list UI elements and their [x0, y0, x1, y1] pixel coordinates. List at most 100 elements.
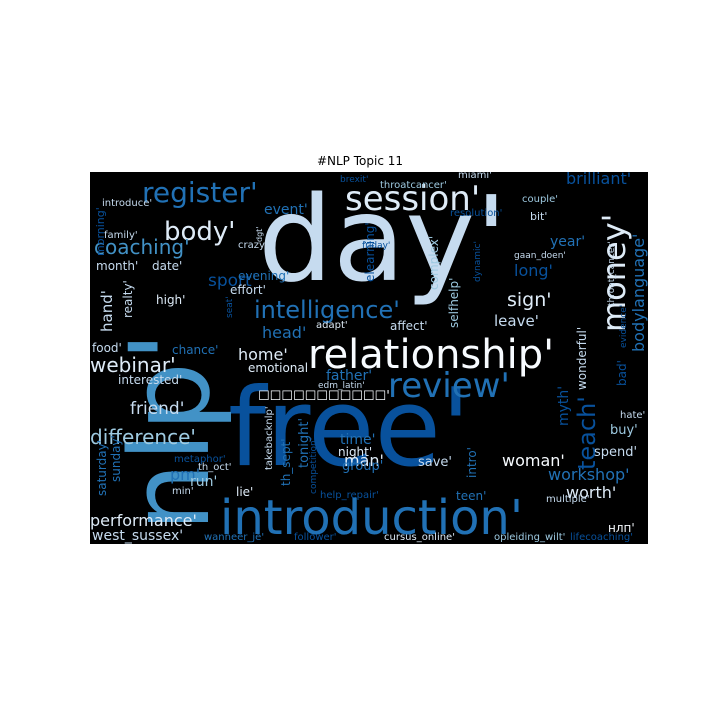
word-8: register'	[142, 176, 258, 209]
word-83: seat'	[225, 296, 235, 318]
word-47: elearning'	[363, 222, 377, 282]
word-55: emotional	[248, 361, 308, 375]
word-32: time'	[340, 432, 375, 448]
word-77: throatcancer'	[380, 180, 447, 191]
word-0: day'	[258, 172, 507, 308]
word-87: min'	[172, 486, 194, 497]
word-37: run'	[190, 474, 217, 490]
word-89: edm_latin'	[318, 381, 365, 391]
word-81: friday'	[362, 241, 390, 251]
word-64: high'	[156, 293, 185, 307]
word-76: gaan_doen'	[514, 251, 566, 261]
word-49: month'	[96, 259, 138, 273]
word-63: realty'	[121, 280, 135, 318]
word-72: bit'	[530, 210, 547, 223]
word-80: brexit'	[340, 175, 368, 185]
word-52: evening'	[238, 269, 289, 283]
word-4: relationship'	[308, 332, 554, 378]
word-57: intro'	[465, 447, 479, 478]
word-27: home'	[238, 345, 288, 364]
word-90: competition'	[309, 438, 319, 494]
word-94: evidence'	[619, 305, 629, 348]
word-51: effort'	[230, 283, 266, 297]
word-33: father'	[326, 368, 372, 384]
word-9: body'	[164, 217, 235, 247]
word-42: group'	[342, 459, 383, 474]
word-98: opleiding_wilt'	[494, 532, 565, 543]
word-93: multiple'	[546, 494, 590, 505]
word-85: th_oct'	[198, 462, 232, 473]
word-62: sunday'	[109, 435, 123, 482]
word-cloud-canvas: day'free'nlp'introduction'relationship's…	[90, 172, 648, 544]
word-19: friend'	[130, 399, 184, 419]
word-13: webinar'	[90, 353, 176, 377]
word-2: nlp'	[106, 332, 234, 532]
word-25: long'	[514, 261, 553, 280]
word-3: introduction'	[220, 490, 523, 544]
word-39: spend'	[594, 445, 637, 460]
word-66: lie'	[236, 485, 253, 499]
word-74: resolution'	[450, 208, 502, 219]
word-86: takebacknlp'	[264, 406, 275, 470]
word-1: free'	[228, 366, 471, 491]
word-56: affect'	[390, 319, 428, 333]
word-45: complex'	[427, 236, 441, 290]
word-65: morning'	[94, 207, 107, 256]
chart-title: #NLP Topic 11	[316, 154, 404, 168]
word-48: chance'	[172, 343, 218, 357]
word-69: introduce'	[102, 198, 152, 209]
word-26: head'	[262, 323, 306, 342]
word-38: buy'	[610, 423, 638, 438]
word-78: throat_cancer'	[607, 241, 617, 306]
word-95: wanneer_je'	[204, 532, 264, 543]
word-75: couple'	[522, 194, 558, 205]
word-79: miami'	[458, 172, 492, 181]
word-97: cursus_online'	[384, 532, 455, 543]
word-31: leave'	[494, 312, 539, 330]
word-24: pm'	[170, 465, 200, 484]
word-23: brilliant'	[566, 172, 631, 188]
word-96: follower'	[294, 532, 337, 543]
word-cloud: day' free' nlp' introduction' relationship' s…	[90, 172, 648, 544]
word-17: workshop'	[548, 465, 630, 484]
word-16: sport'	[208, 271, 256, 291]
word-82: dynamic'	[473, 241, 483, 282]
word-30: year'	[550, 234, 585, 250]
word-40: save'	[418, 455, 452, 470]
word-28: man'	[344, 451, 384, 470]
word-73: adapt'	[316, 320, 348, 331]
word-41: tonight'	[297, 418, 312, 468]
word-18: bodylanguage'	[629, 234, 648, 352]
word-70: family'	[104, 230, 138, 241]
word-12: coaching'	[94, 235, 190, 259]
word-71: crazy'	[238, 240, 268, 251]
word-68: ☐☐☐☐☐☐☐☐☐☐☐'	[258, 389, 390, 404]
word-84: dgt'	[255, 227, 264, 243]
word-29: event'	[264, 202, 308, 218]
word-21: performance'	[90, 511, 197, 530]
word-22: worth'	[566, 483, 616, 502]
word-92: hate'	[620, 410, 645, 421]
word-50: date'	[152, 259, 182, 273]
word-5: session'	[345, 179, 480, 219]
word-59: night'	[338, 445, 372, 459]
word-67: нлп'	[608, 521, 635, 535]
word-34: myth'	[556, 386, 572, 426]
word-10: intelligence'	[254, 296, 400, 324]
word-14: difference'	[90, 425, 196, 449]
word-60: th_sept'	[279, 438, 293, 486]
word-15: sign'	[507, 289, 552, 311]
word-7: review'	[388, 366, 510, 406]
word-58: teen'	[456, 489, 486, 503]
word-46: selfhelp'	[447, 278, 461, 328]
word-36: west_sussex'	[92, 528, 183, 544]
word-20: woman'	[502, 451, 565, 470]
word-91: help_repair'	[320, 490, 379, 501]
word-6: money'	[595, 214, 633, 332]
word-44: bad'	[615, 360, 629, 386]
word-54: interested'	[118, 373, 182, 387]
word-43: wonderful'	[575, 327, 589, 390]
word-53: food'	[92, 341, 122, 355]
word-11: teach'	[573, 396, 601, 470]
word-99: lifecoaching'	[570, 532, 633, 543]
